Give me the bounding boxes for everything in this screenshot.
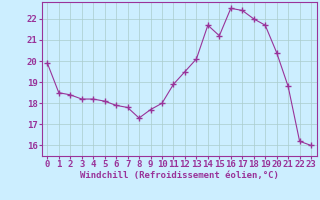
X-axis label: Windchill (Refroidissement éolien,°C): Windchill (Refroidissement éolien,°C) [80,171,279,180]
